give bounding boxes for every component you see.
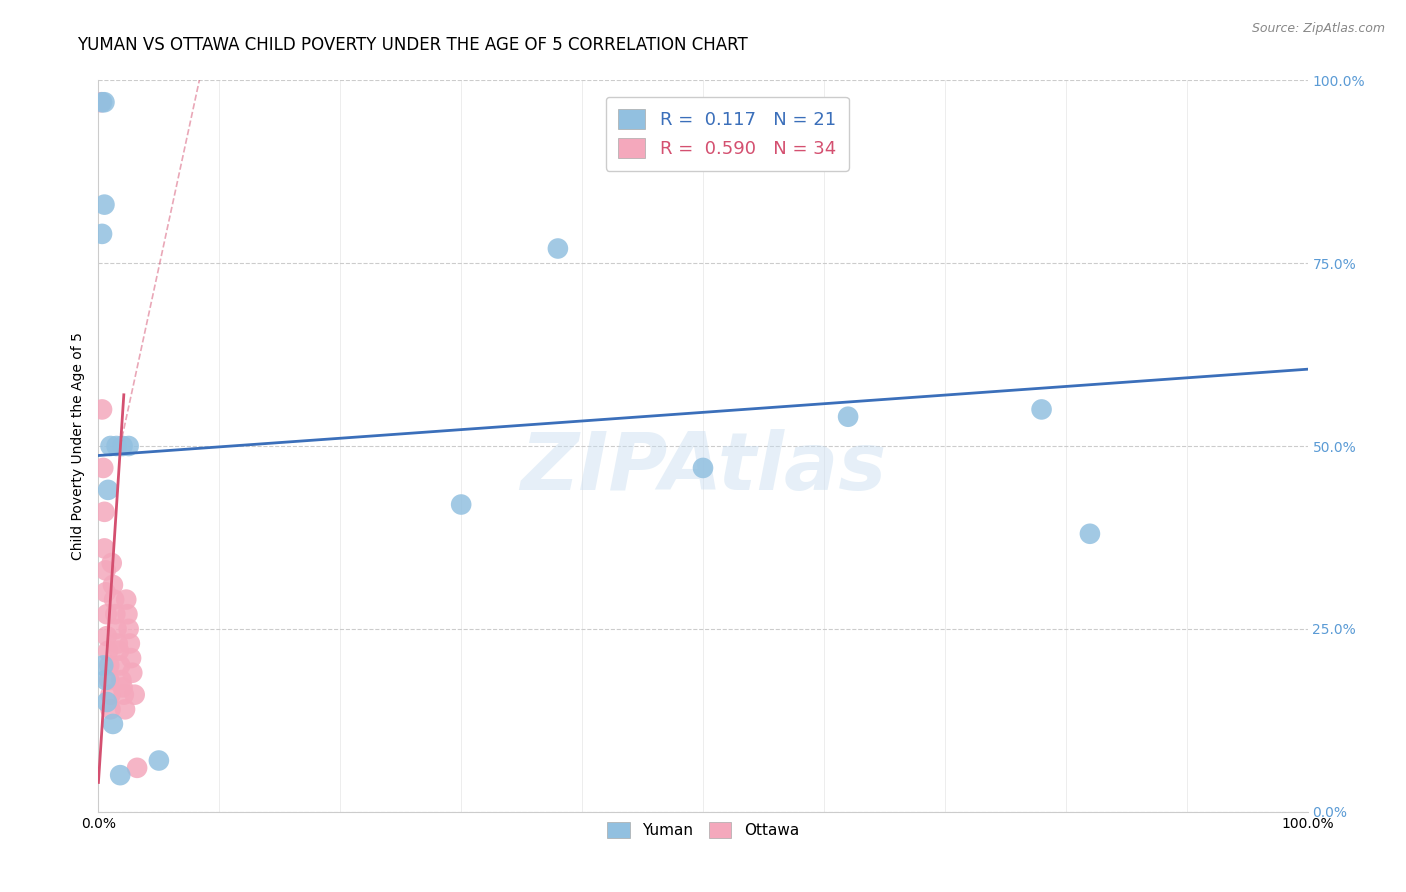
Point [94, 673, 117, 687]
Point [91, 95, 114, 110]
Point [117, 607, 139, 622]
Point [93, 505, 115, 519]
Point [121, 665, 143, 680]
Point [101, 717, 124, 731]
Point [91, 227, 114, 241]
Point [108, 768, 131, 782]
Point [98, 673, 121, 687]
Point [104, 607, 127, 622]
Point [111, 681, 134, 695]
Point [100, 556, 122, 570]
Point [127, 761, 149, 775]
Point [97, 644, 120, 658]
Point [100, 688, 122, 702]
Legend: Yuman, Ottawa: Yuman, Ottawa [600, 815, 806, 845]
Point [1031, 402, 1053, 417]
Point [93, 541, 115, 556]
Point [94, 563, 117, 577]
Point [91, 658, 114, 673]
Point [110, 673, 132, 687]
Point [105, 622, 128, 636]
Point [93, 197, 115, 211]
Point [148, 754, 170, 768]
Point [450, 498, 472, 512]
Point [108, 658, 131, 673]
Point [97, 483, 120, 497]
Text: Source: ZipAtlas.com: Source: ZipAtlas.com [1251, 22, 1385, 36]
Point [91, 461, 114, 475]
Point [115, 592, 138, 607]
Point [112, 688, 135, 702]
Point [114, 702, 136, 716]
Point [100, 702, 122, 716]
Point [108, 644, 131, 658]
Point [1078, 526, 1101, 541]
Point [124, 688, 146, 702]
Y-axis label: Child Poverty Under the Age of 5: Child Poverty Under the Age of 5 [72, 332, 86, 560]
Point [100, 439, 122, 453]
Point [118, 622, 141, 636]
Point [105, 439, 128, 453]
Point [692, 461, 714, 475]
Text: ZIPAtlas: ZIPAtlas [520, 429, 886, 507]
Point [120, 651, 142, 665]
Point [118, 636, 141, 650]
Point [837, 409, 859, 424]
Point [90, 95, 112, 110]
Point [547, 242, 569, 256]
Point [111, 439, 134, 453]
Point [96, 607, 118, 622]
Point [118, 439, 141, 453]
Point [96, 629, 118, 643]
Point [103, 592, 125, 607]
Point [93, 95, 115, 110]
Text: YUMAN VS OTTAWA CHILD POVERTY UNDER THE AGE OF 5 CORRELATION CHART: YUMAN VS OTTAWA CHILD POVERTY UNDER THE … [77, 36, 748, 54]
Point [101, 578, 124, 592]
Point [91, 402, 114, 417]
Point [94, 585, 117, 599]
Point [96, 695, 118, 709]
Point [98, 658, 121, 673]
Point [107, 636, 129, 650]
